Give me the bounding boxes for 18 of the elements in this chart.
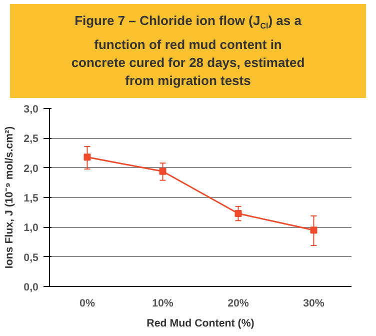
x-tick-label: 10%: [152, 298, 174, 310]
y-tick-label: 2,0: [24, 162, 39, 175]
y-tick-label: 0,0: [24, 282, 39, 294]
chart-title: Figure 7 – Chloride ion flow (J$_{Cl}$) as a function of red mud content in concrete cured for 28 days, estimated from migration tests: [10, 4, 366, 98]
x-tick-label: 30%: [303, 298, 325, 310]
point: [84, 154, 91, 161]
point: [159, 168, 166, 175]
x-tick-label: 20%: [228, 298, 250, 310]
y-tick-label: 3,0: [24, 104, 39, 116]
y-tick-label: 0,5: [24, 252, 39, 264]
point: [234, 210, 242, 218]
y-axis-title: Ions Flux, J (10⁻⁹ mol/s.cm²): [4, 126, 16, 269]
x-tick-label: 0%: [80, 298, 96, 310]
x-axis-title: Red Mud Content (%): [146, 318, 255, 330]
point: [310, 226, 318, 234]
y-tick-label: 1,0: [24, 222, 39, 234]
y-tick-label: 1,5: [24, 192, 39, 204]
y-tick-label: 2,5: [24, 133, 39, 146]
